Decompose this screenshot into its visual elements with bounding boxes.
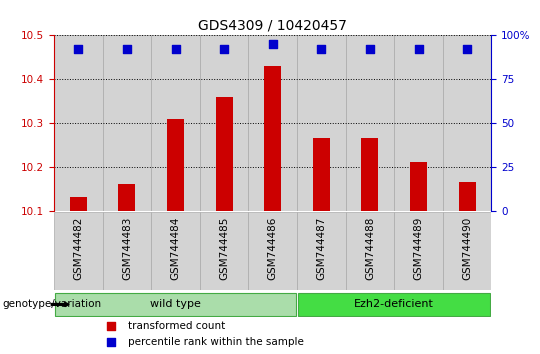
Text: Ezh2-deficient: Ezh2-deficient <box>354 299 434 309</box>
Point <box>74 47 83 52</box>
Bar <box>346 212 394 290</box>
Text: GSM744483: GSM744483 <box>122 216 132 280</box>
Bar <box>167 119 184 211</box>
Bar <box>118 184 136 211</box>
Text: genotype/variation: genotype/variation <box>3 299 102 309</box>
Bar <box>248 212 297 290</box>
Bar <box>200 212 248 290</box>
Bar <box>443 212 491 290</box>
Bar <box>103 212 151 290</box>
Bar <box>313 138 330 211</box>
Bar <box>54 35 103 211</box>
Point <box>366 47 374 52</box>
Bar <box>103 35 151 211</box>
Bar <box>394 212 443 290</box>
Point <box>220 47 228 52</box>
Point <box>171 47 180 52</box>
Bar <box>458 182 476 211</box>
Bar <box>346 35 394 211</box>
Text: percentile rank within the sample: percentile rank within the sample <box>129 337 304 347</box>
Point <box>463 47 471 52</box>
Text: GSM744485: GSM744485 <box>219 216 229 280</box>
Bar <box>200 35 248 211</box>
Bar <box>297 212 346 290</box>
Bar <box>298 293 490 316</box>
Bar <box>54 212 103 290</box>
Text: GSM744488: GSM744488 <box>365 216 375 280</box>
Text: GSM744486: GSM744486 <box>268 216 278 280</box>
Bar <box>410 162 427 211</box>
Bar <box>70 198 87 211</box>
Text: GSM744482: GSM744482 <box>73 216 83 280</box>
Bar <box>264 66 281 211</box>
Bar <box>55 293 296 316</box>
Bar <box>443 35 491 211</box>
Point <box>414 47 423 52</box>
Bar <box>151 212 200 290</box>
Text: GSM744487: GSM744487 <box>316 216 326 280</box>
Bar <box>215 97 233 211</box>
Point <box>268 41 277 47</box>
Point <box>317 47 326 52</box>
Text: GSM744490: GSM744490 <box>462 216 472 280</box>
Point <box>106 323 115 329</box>
Title: GDS4309 / 10420457: GDS4309 / 10420457 <box>198 19 347 33</box>
Point <box>106 339 115 345</box>
Bar <box>361 138 379 211</box>
Bar <box>151 35 200 211</box>
Point <box>123 47 131 52</box>
Text: wild type: wild type <box>150 299 201 309</box>
Text: transformed count: transformed count <box>129 321 226 331</box>
Bar <box>248 35 297 211</box>
Text: GSM744484: GSM744484 <box>171 216 180 280</box>
Bar <box>297 35 346 211</box>
Text: GSM744489: GSM744489 <box>414 216 423 280</box>
Bar <box>394 35 443 211</box>
